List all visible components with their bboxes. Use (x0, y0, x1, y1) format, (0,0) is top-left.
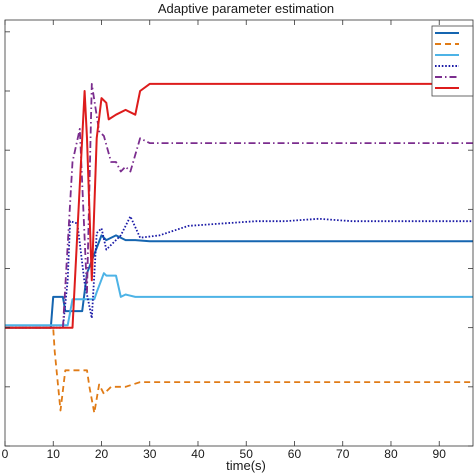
series-line-3 (5, 272, 473, 327)
series-layer (5, 82, 473, 414)
x-tick-label: 60 (288, 447, 302, 461)
plot-frame (4, 19, 474, 447)
x-tick-label: 40 (191, 447, 205, 461)
x-tick-label: 80 (384, 447, 398, 461)
legend-box (431, 25, 474, 97)
ticks-layer: 0 10 20 30 40 50 60 70 80 90 (2, 20, 473, 461)
x-tick-label: 90 (433, 447, 447, 461)
x-tick-label: 0 (2, 447, 9, 461)
series-line-1 (5, 234, 473, 329)
x-axis-label: time(s) (226, 458, 266, 473)
chart-title: Adaptive parameter estimation (158, 1, 334, 16)
legend (431, 25, 474, 97)
x-tick-label: 10 (47, 447, 61, 461)
x-tick-label: 30 (143, 447, 157, 461)
x-tick-label: 70 (336, 447, 350, 461)
x-tick-label: 20 (95, 447, 109, 461)
x-tick-label: 50 (240, 447, 254, 461)
series-line-2 (5, 326, 473, 414)
series-line-6 (5, 82, 473, 329)
series-line-5 (5, 83, 473, 329)
